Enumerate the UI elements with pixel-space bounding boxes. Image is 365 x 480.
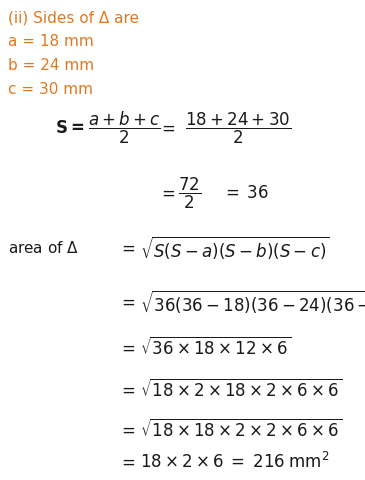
Text: a = 18 mm: a = 18 mm: [8, 35, 94, 49]
Text: area of $\Delta$: area of $\Delta$: [8, 240, 79, 255]
Text: $\sqrt{S(S-a)(S-b)(S-c)}$: $\sqrt{S(S-a)(S-b)(S-c)}$: [140, 234, 330, 261]
Text: c = 30 mm: c = 30 mm: [8, 83, 93, 97]
Text: $18\times2\times6\;=\;216\;\mathrm{mm}^2$: $18\times2\times6\;=\;216\;\mathrm{mm}^2…: [140, 451, 330, 471]
Text: $=$: $=$: [118, 292, 135, 311]
Text: $=$: $=$: [118, 420, 135, 438]
Text: $=$: $=$: [158, 184, 175, 202]
Text: $=\;36$: $=\;36$: [222, 184, 269, 202]
Text: b = 24 mm: b = 24 mm: [8, 59, 94, 73]
Text: $\sqrt{18\times18\times2\times2\times6\times6}$: $\sqrt{18\times18\times2\times2\times6\t…: [140, 418, 342, 440]
Text: $\dfrac{18+24+30}{2}$: $\dfrac{18+24+30}{2}$: [185, 110, 291, 145]
Text: $\sqrt{36(36-18)(36-24)(36-30)}$: $\sqrt{36(36-18)(36-24)(36-30)}$: [140, 288, 365, 315]
Text: $=$: $=$: [118, 452, 135, 470]
Text: $\sqrt{36\times18\times12\times6}$: $\sqrt{36\times18\times12\times6}$: [140, 336, 291, 358]
Text: $\dfrac{72}{2}$: $\dfrac{72}{2}$: [178, 175, 201, 210]
Text: $=$: $=$: [158, 119, 175, 137]
Text: $=$: $=$: [118, 239, 135, 256]
Text: (ii) Sides of Δ are: (ii) Sides of Δ are: [8, 11, 139, 25]
Text: $\sqrt{18\times2\times18\times2\times6\times6}$: $\sqrt{18\times2\times18\times2\times6\t…: [140, 378, 342, 400]
Text: $\mathbf{S=}$: $\mathbf{S=}$: [55, 119, 84, 137]
Text: $=$: $=$: [118, 380, 135, 398]
Text: $=$: $=$: [118, 338, 135, 356]
Text: $\dfrac{\mathit{a}+\mathit{b}+\mathit{c}}{2}$: $\dfrac{\mathit{a}+\mathit{b}+\mathit{c}…: [88, 109, 161, 146]
